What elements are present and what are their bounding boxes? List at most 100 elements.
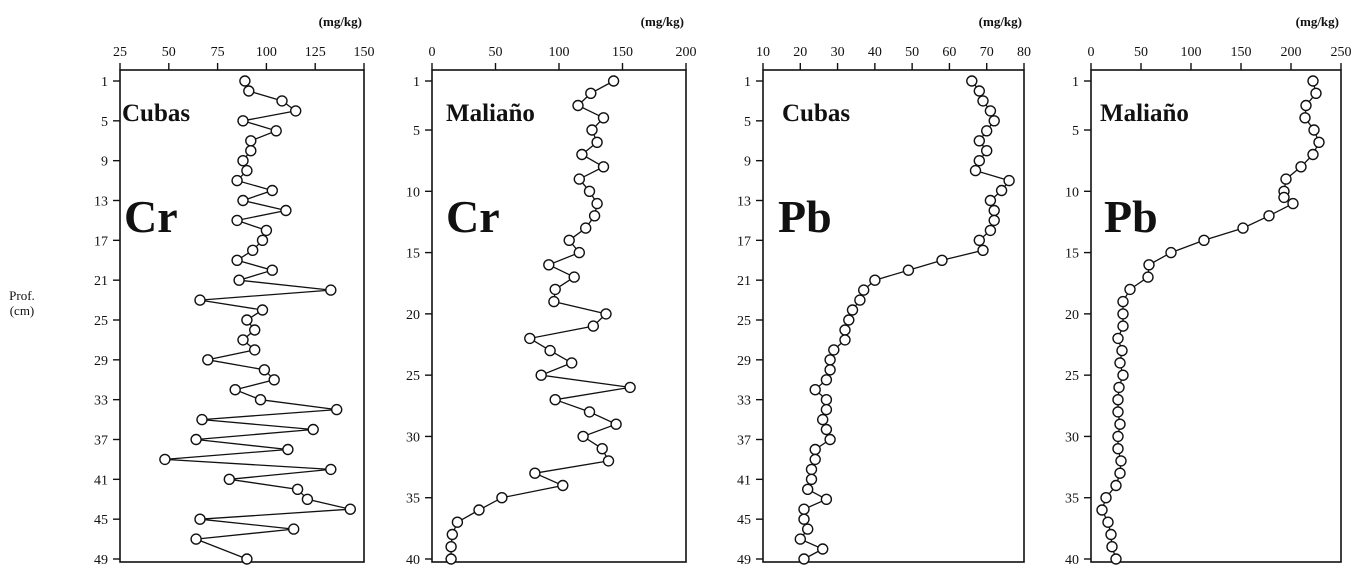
data-point — [231, 214, 243, 227]
data-point — [576, 148, 588, 161]
data-point — [248, 344, 261, 356]
y-tick-label: 25 — [406, 369, 420, 384]
data-point — [820, 394, 833, 406]
data-point — [258, 364, 271, 376]
data-point — [288, 523, 300, 535]
data-point — [237, 154, 249, 167]
y-tick-label: 13 — [737, 195, 751, 210]
data-point — [1143, 259, 1155, 271]
data-point — [981, 144, 993, 157]
data-point — [817, 413, 829, 426]
y-tick-label: 40 — [406, 553, 420, 565]
data-point — [231, 174, 243, 187]
data-point — [809, 443, 821, 456]
data-point — [600, 308, 612, 320]
data-point — [301, 493, 314, 505]
data-point — [820, 423, 833, 436]
y-tick-label: 20 — [406, 308, 420, 323]
data-point — [824, 433, 836, 446]
data-point — [307, 423, 319, 436]
data-point — [858, 284, 870, 296]
y-tick-label: 15 — [406, 247, 420, 262]
y-tick-label: 30 — [1065, 430, 1079, 445]
plot-frame — [1090, 69, 1342, 563]
x-tick-label: 60 — [942, 45, 956, 60]
x-axis-unit: (mg/kg) — [979, 14, 1022, 29]
y-tick-label: 29 — [737, 354, 751, 369]
data-point — [583, 185, 596, 198]
data-point — [824, 354, 836, 366]
data-point — [291, 483, 304, 495]
data-point — [529, 467, 541, 479]
data-point — [1198, 234, 1210, 247]
x-tick-label: 100 — [1181, 45, 1202, 60]
y-tick-label: 17 — [94, 234, 108, 249]
data-point — [839, 324, 851, 336]
data-point — [241, 553, 253, 565]
data-point — [239, 75, 251, 87]
data-point — [573, 246, 585, 259]
data-point — [1278, 191, 1290, 204]
data-point — [610, 418, 622, 430]
data-point — [602, 455, 615, 467]
data-point — [995, 184, 1008, 197]
data-point — [973, 234, 985, 247]
data-point — [1114, 357, 1126, 369]
data-point — [1096, 504, 1108, 516]
data-point — [1110, 479, 1122, 492]
data-point — [794, 533, 806, 545]
data-point — [535, 369, 547, 381]
data-point — [820, 374, 833, 386]
data-point — [446, 528, 458, 541]
data-point — [237, 334, 249, 346]
element-label: Cr — [446, 191, 500, 242]
site-label: Maliaño — [1100, 100, 1189, 127]
y-axis-label-line-2: (cm) — [10, 303, 35, 318]
y-tick-label: 35 — [406, 492, 420, 507]
x-tick-label: 20 — [793, 45, 807, 60]
y-tick-label: 13 — [94, 195, 108, 210]
data-point — [543, 259, 555, 271]
data-point — [344, 503, 356, 515]
data-point — [798, 503, 810, 515]
x-axis-unit: (mg/kg) — [319, 14, 362, 29]
data-point — [805, 473, 818, 485]
data-point — [190, 433, 202, 446]
x-tick-label: 125 — [305, 45, 326, 60]
data-point — [624, 381, 636, 394]
data-point — [1165, 246, 1177, 259]
data-point — [966, 75, 978, 87]
data-point — [1112, 430, 1124, 443]
data-point — [544, 344, 556, 357]
data-point — [229, 384, 241, 396]
x-tick-label: 0 — [1088, 45, 1095, 60]
data-point — [1110, 553, 1122, 565]
data-point — [1105, 528, 1117, 541]
data-point — [1112, 332, 1124, 345]
data-point — [256, 234, 269, 247]
x-tick-label: 50 — [1134, 45, 1148, 60]
data-point — [854, 294, 866, 306]
data-point — [828, 344, 840, 356]
y-tick-label: 10 — [1065, 185, 1079, 200]
data-point — [202, 354, 214, 366]
data-point — [1106, 541, 1118, 553]
data-point — [190, 533, 202, 545]
y-tick-label: 5 — [413, 124, 420, 139]
x-tick-label: 80 — [1017, 45, 1031, 60]
data-point — [1100, 492, 1112, 504]
data-point — [1116, 344, 1128, 357]
data-point — [984, 194, 997, 207]
data-point — [1299, 112, 1311, 124]
data-point — [290, 105, 302, 117]
data-point — [1295, 161, 1307, 173]
data-point — [1115, 455, 1127, 467]
data-point — [809, 384, 821, 396]
data-point — [245, 144, 257, 157]
data-point — [237, 115, 249, 127]
x-axis-unit: (mg/kg) — [1296, 14, 1339, 29]
data-point — [276, 95, 288, 107]
panel-2: 0 50 100 150 200(mg/kg)1510152025303540Malia… — [406, 14, 697, 565]
data-point — [566, 357, 578, 369]
